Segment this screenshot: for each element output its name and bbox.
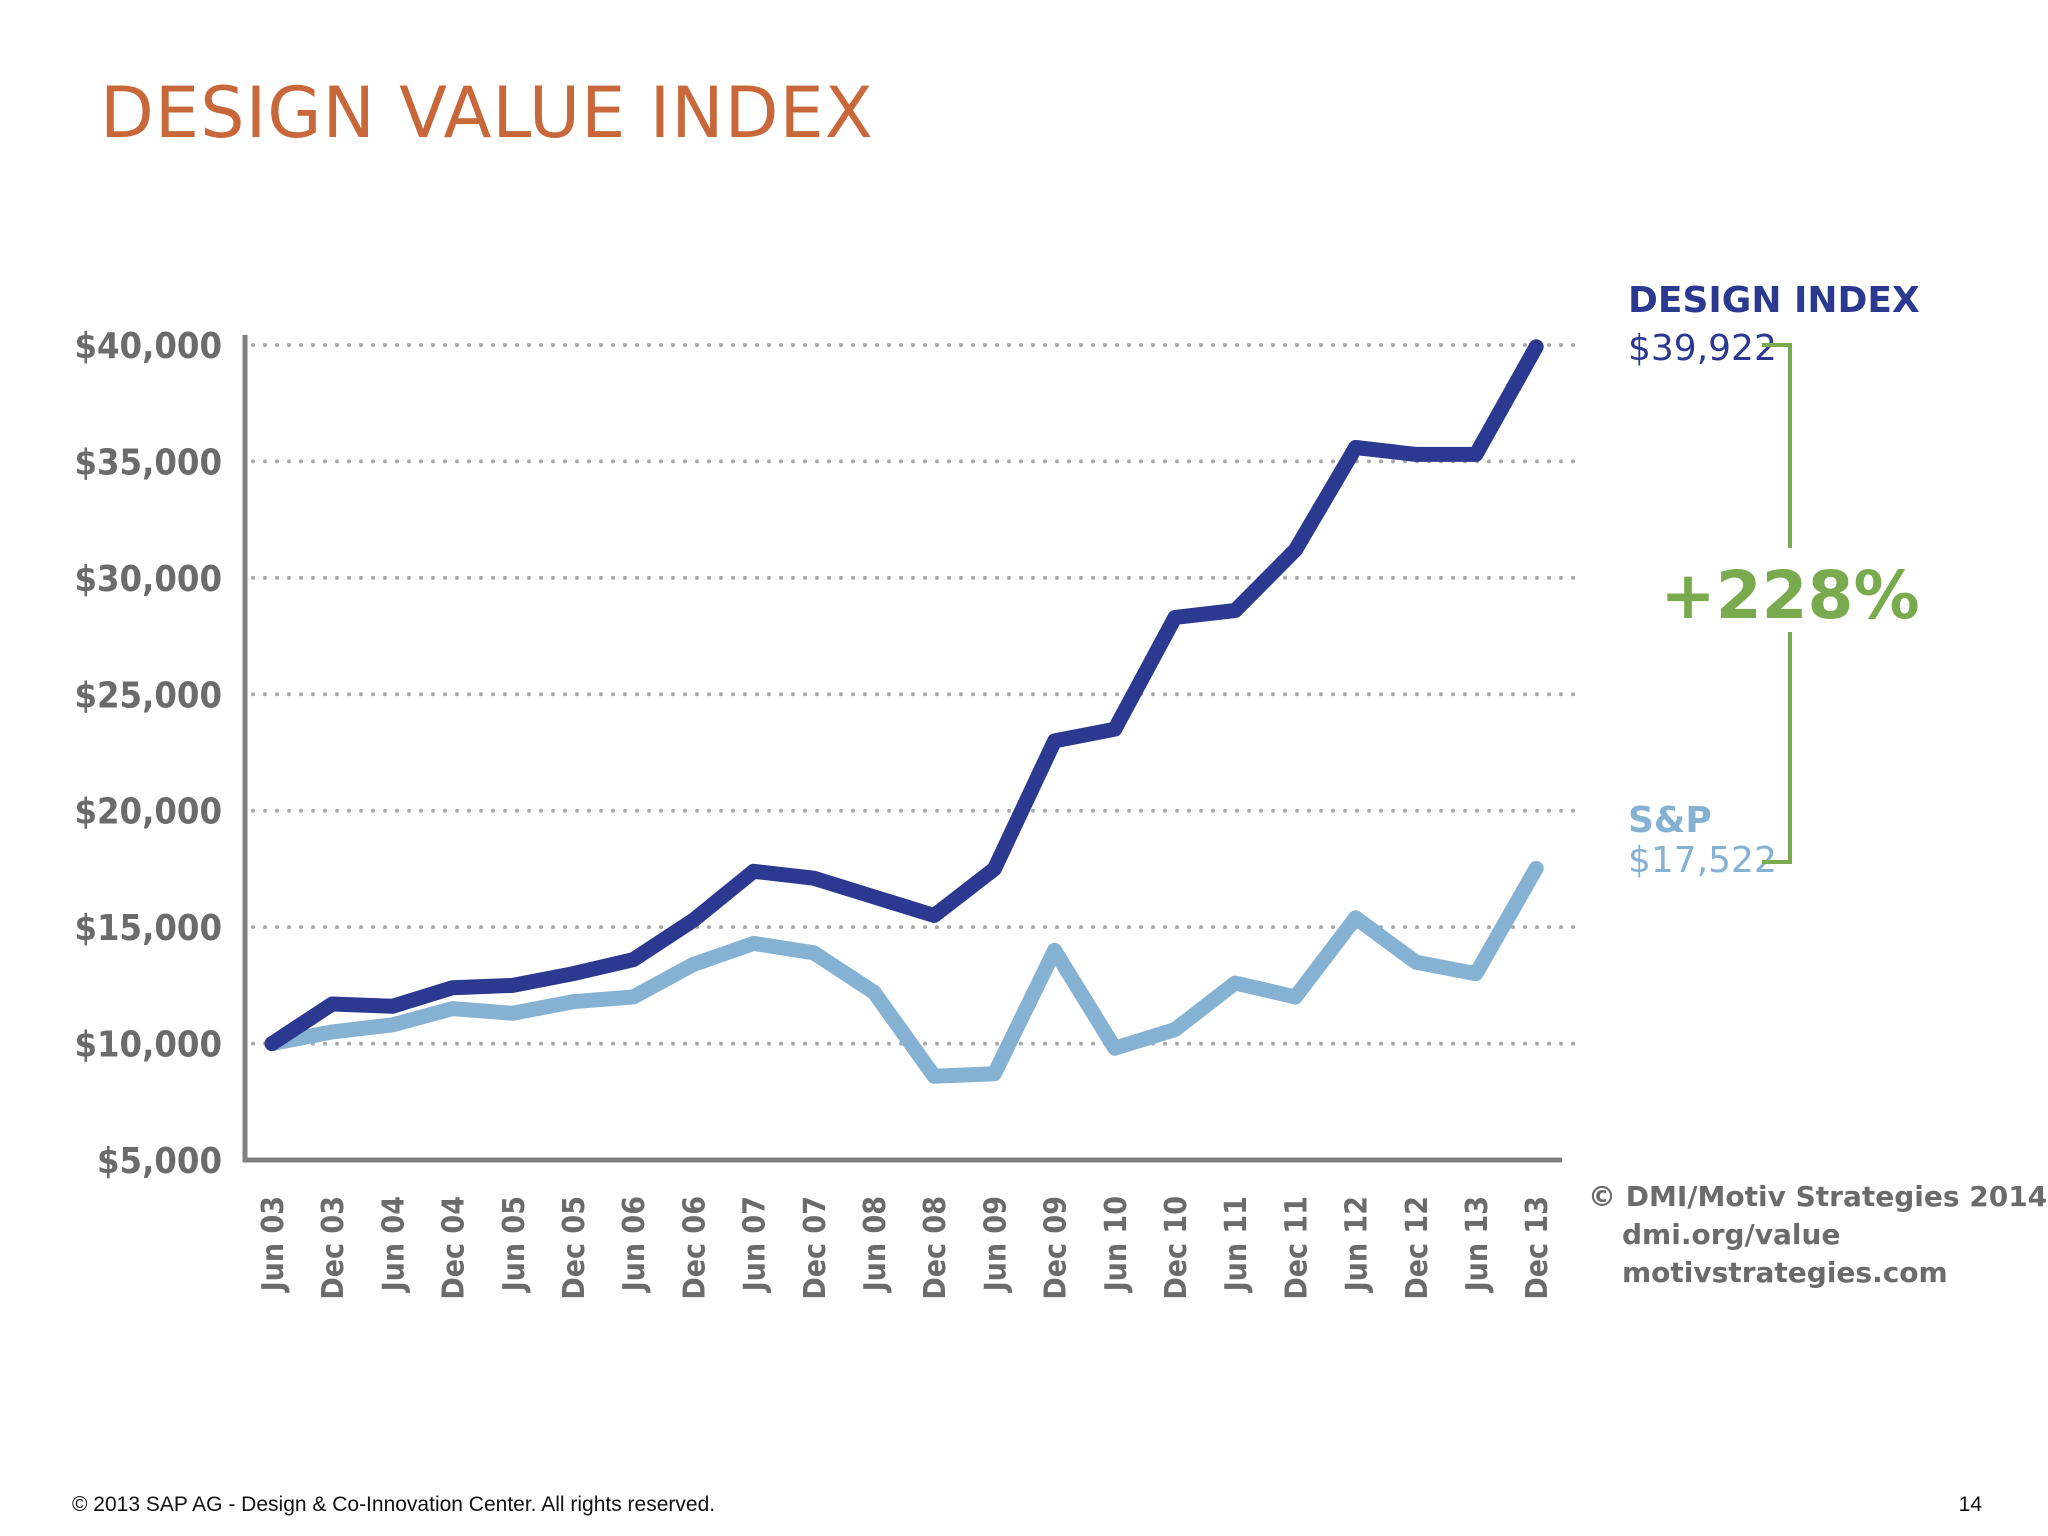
y-tick-label: $35,000 bbox=[74, 442, 222, 483]
x-tick-label: Jun 04 bbox=[376, 1196, 411, 1293]
x-tick-label: Jun 07 bbox=[738, 1196, 773, 1293]
growth-bracket-line bbox=[1762, 343, 1792, 864]
credit-copyright: © DMI/Motiv Strategies 2014 bbox=[1588, 1180, 2047, 1213]
x-tick-label: Jun 03 bbox=[256, 1196, 291, 1293]
series-end-labels: DESIGN INDEX $39,922 S&P $17,522 bbox=[1628, 280, 1920, 881]
page-number: 14 bbox=[1958, 1493, 1982, 1516]
x-tick-label: Dec 12 bbox=[1400, 1196, 1435, 1300]
x-tick-label: Dec 07 bbox=[798, 1196, 833, 1300]
x-tick-label: Dec 03 bbox=[316, 1196, 351, 1300]
x-tick-labels: Jun 03 Dec 03 Jun 04 Dec 04 Jun 05 Dec 05 Jun … bbox=[256, 1196, 1555, 1300]
y-tick-label: $15,000 bbox=[74, 908, 222, 949]
growth-bracket: +228% bbox=[1660, 343, 1920, 864]
y-tick-label: $20,000 bbox=[74, 792, 222, 833]
sp-line bbox=[264, 860, 1544, 1084]
x-tick-label: Jun 12 bbox=[1340, 1196, 1375, 1293]
design-index-end-value: $39,922 bbox=[1628, 328, 1777, 369]
y-tick-label: $30,000 bbox=[74, 559, 222, 600]
x-tick-label: Dec 11 bbox=[1279, 1196, 1314, 1300]
x-tick-label: Dec 10 bbox=[1159, 1196, 1194, 1300]
sp-end-value: $17,522 bbox=[1628, 840, 1777, 881]
x-tick-label: Jun 08 bbox=[858, 1196, 893, 1293]
footer-copyright: © 2013 SAP AG - Design & Co-Innovation C… bbox=[72, 1493, 716, 1516]
x-tick-label: Jun 05 bbox=[497, 1196, 532, 1293]
growth-percentage: +228% bbox=[1660, 557, 1919, 634]
y-tick-label: $40,000 bbox=[74, 326, 222, 367]
x-tick-label: Dec 09 bbox=[1039, 1196, 1074, 1300]
design-index-line bbox=[264, 339, 1544, 1052]
design-index-series-name: DESIGN INDEX bbox=[1628, 280, 1920, 321]
slide-title: DESIGN VALUE INDEX bbox=[100, 72, 874, 154]
axes bbox=[242, 335, 1562, 1163]
x-tick-label: Dec 04 bbox=[437, 1196, 472, 1300]
x-tick-label: Dec 06 bbox=[677, 1196, 712, 1300]
source-credits: © DMI/Motiv Strategies 2014 dmi.org/valu… bbox=[1588, 1180, 2047, 1289]
y-tick-label: $10,000 bbox=[74, 1025, 222, 1066]
x-tick-label: Dec 08 bbox=[918, 1196, 953, 1300]
y-tick-label: $5,000 bbox=[97, 1141, 222, 1182]
x-tick-label: Jun 13 bbox=[1460, 1196, 1495, 1293]
x-tick-label: Jun 10 bbox=[1099, 1196, 1134, 1293]
series-lines bbox=[264, 339, 1544, 1084]
x-tick-label: Jun 11 bbox=[1219, 1196, 1254, 1293]
y-tick-labels: $5,000 $10,000 $15,000 $20,000 $25,000 $30,00… bbox=[74, 326, 222, 1182]
y-tick-label: $25,000 bbox=[74, 675, 222, 716]
credit-dmi-url: dmi.org/value bbox=[1622, 1218, 1840, 1251]
x-tick-label: Jun 09 bbox=[978, 1196, 1013, 1293]
x-tick-label: Dec 05 bbox=[557, 1196, 592, 1300]
x-tick-label: Dec 13 bbox=[1520, 1196, 1555, 1300]
credit-motiv-url: motivstrategies.com bbox=[1622, 1256, 1948, 1289]
x-tick-label: Jun 06 bbox=[617, 1196, 652, 1293]
sp-series-name: S&P bbox=[1628, 800, 1712, 841]
